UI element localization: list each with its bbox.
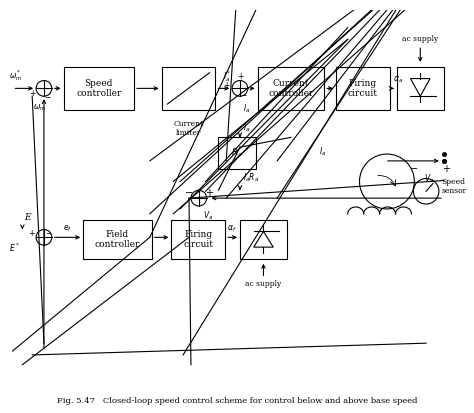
Text: ac supply: ac supply xyxy=(246,280,282,288)
Text: $E^*$: $E^*$ xyxy=(9,241,20,254)
Text: $R_a$: $R_a$ xyxy=(231,147,243,159)
Text: +: + xyxy=(205,188,212,198)
Text: $\omega_m$: $\omega_m$ xyxy=(33,102,46,113)
Bar xyxy=(240,220,287,259)
Text: Firing
circuit: Firing circuit xyxy=(183,230,213,249)
Text: −: − xyxy=(240,91,246,100)
Text: +: + xyxy=(223,81,229,90)
Text: $\alpha_a$: $\alpha_a$ xyxy=(393,75,403,85)
Bar xyxy=(162,67,216,110)
Text: −: − xyxy=(45,229,51,238)
Text: $\omega^*_m$: $\omega^*_m$ xyxy=(9,69,22,83)
Bar xyxy=(64,67,134,110)
Text: Firing
circuit: Firing circuit xyxy=(348,78,378,98)
Text: +: + xyxy=(29,89,36,98)
Text: Current
limiter: Current limiter xyxy=(173,120,203,137)
Text: $V_a$: $V_a$ xyxy=(203,210,213,222)
Text: +: + xyxy=(28,229,35,238)
Text: Speed
sensor: Speed sensor xyxy=(442,178,467,195)
Bar xyxy=(397,67,444,110)
Text: $e_f$: $e_f$ xyxy=(63,224,72,235)
Bar xyxy=(219,138,255,169)
Text: $I^*_a$: $I^*_a$ xyxy=(223,69,232,84)
Text: −: − xyxy=(44,93,50,102)
Text: −: − xyxy=(410,164,419,174)
Bar xyxy=(336,67,390,110)
Text: Speed
controller: Speed controller xyxy=(76,78,121,98)
Text: E: E xyxy=(24,213,31,222)
Text: $I_a$: $I_a$ xyxy=(319,145,326,158)
Text: Field
controller: Field controller xyxy=(95,230,140,249)
Text: $\alpha_f$: $\alpha_f$ xyxy=(227,224,237,235)
Text: −: − xyxy=(185,188,193,198)
Bar xyxy=(257,67,324,110)
Text: +: + xyxy=(442,164,450,174)
Text: $I_a$: $I_a$ xyxy=(243,122,250,135)
Bar xyxy=(83,220,152,259)
Bar xyxy=(171,220,225,259)
Text: $I_a$: $I_a$ xyxy=(243,102,250,114)
Text: $V_a$: $V_a$ xyxy=(424,172,434,185)
Text: Fig. 5.47   Closed-loop speed control scheme for control below and above base sp: Fig. 5.47 Closed-loop speed control sche… xyxy=(57,397,417,405)
Text: $I_aR_a$: $I_aR_a$ xyxy=(243,172,259,184)
Text: +: + xyxy=(237,71,243,81)
Text: Current
controller: Current controller xyxy=(268,78,314,98)
Text: ac supply: ac supply xyxy=(402,35,438,43)
